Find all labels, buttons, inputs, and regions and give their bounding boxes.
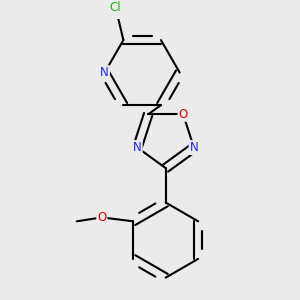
Text: O: O bbox=[178, 108, 188, 121]
Text: N: N bbox=[133, 141, 142, 154]
Text: N: N bbox=[190, 141, 198, 154]
Text: Cl: Cl bbox=[110, 1, 122, 14]
Text: O: O bbox=[97, 211, 106, 224]
Text: N: N bbox=[100, 66, 109, 79]
